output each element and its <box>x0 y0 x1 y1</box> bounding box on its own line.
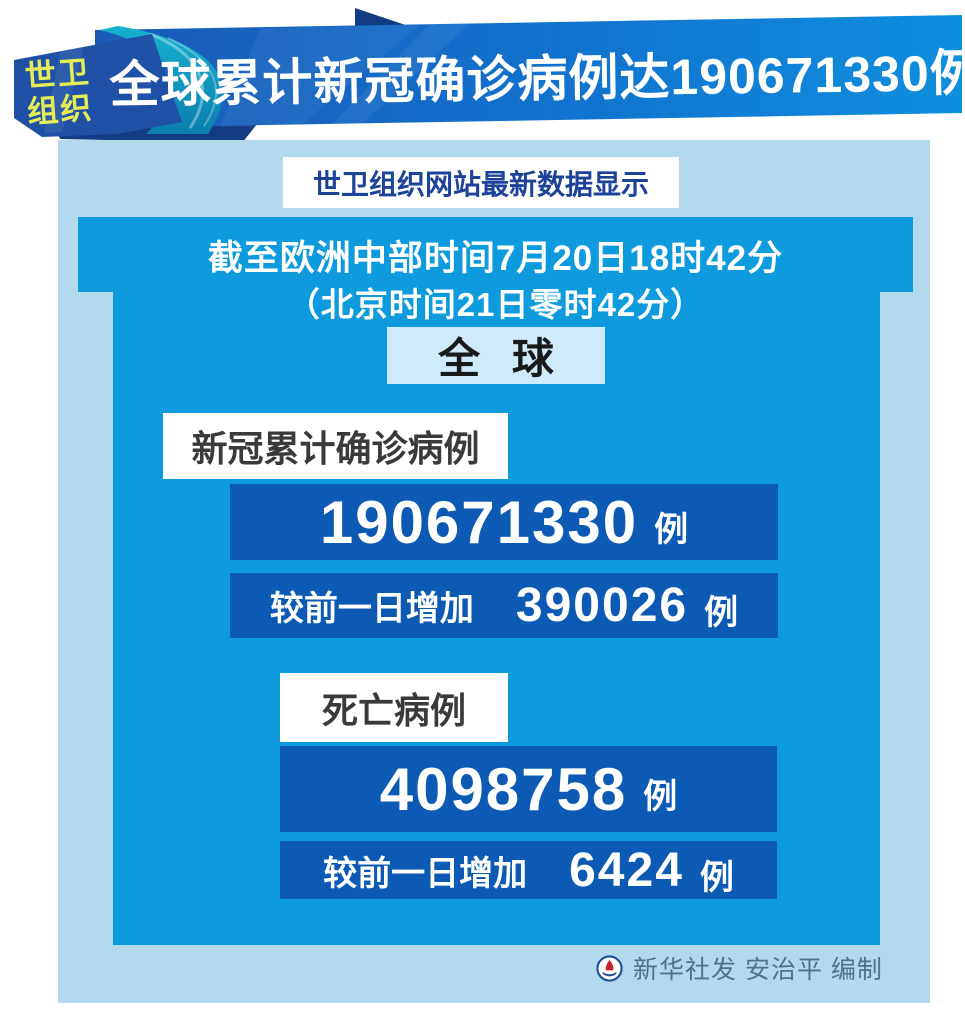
confirmed-total-box: 190671330 例 <box>230 484 778 560</box>
deaths-section-label: 死亡病例 <box>280 673 508 742</box>
timestamp-line-2: （北京时间21日零时42分） <box>286 286 705 323</box>
deaths-total-box: 4098758 例 <box>280 746 777 832</box>
confirmed-delta-box: 较前一日增加 390026 例 <box>230 573 778 638</box>
footer-credit: 新华社发 安治平 编制 <box>596 949 896 987</box>
scope-label: 全 球 <box>387 327 605 384</box>
confirmed-delta-label: 较前一日增加 <box>269 590 474 628</box>
timestamp-line-1: 截至欧洲中部时间7月20日18时42分 <box>207 238 784 278</box>
deaths-delta-box: 较前一日增加 6424 例 <box>280 841 777 899</box>
confirmed-section-label: 新冠累计确诊病例 <box>163 413 508 479</box>
deaths-total-value: 4098758 <box>379 755 628 823</box>
xinhua-logo-icon <box>596 954 623 982</box>
credit-text: 新华社发 安治平 编制 <box>633 956 883 984</box>
data-source-tag: 世卫组织网站最新数据显示 <box>283 157 679 208</box>
deaths-total-unit: 例 <box>643 777 678 816</box>
ribbon-graphic-icon <box>14 8 962 143</box>
page-title: 全球累计新冠确诊病例达190671330例 <box>109 44 965 114</box>
confirmed-delta-unit: 例 <box>704 594 739 632</box>
card-shoulder <box>78 217 913 292</box>
confirmed-delta-value: 390026 <box>515 579 689 632</box>
confirmed-total-value: 190671330 <box>319 488 639 556</box>
deaths-delta-value: 6424 <box>569 843 684 897</box>
confirmed-total-unit: 例 <box>654 510 689 549</box>
deaths-delta-unit: 例 <box>699 858 734 897</box>
deaths-delta-label: 较前一日增加 <box>323 854 528 893</box>
header-banner: 世卫 组织 全球累计新冠确诊病例达190671330例 <box>0 0 965 150</box>
